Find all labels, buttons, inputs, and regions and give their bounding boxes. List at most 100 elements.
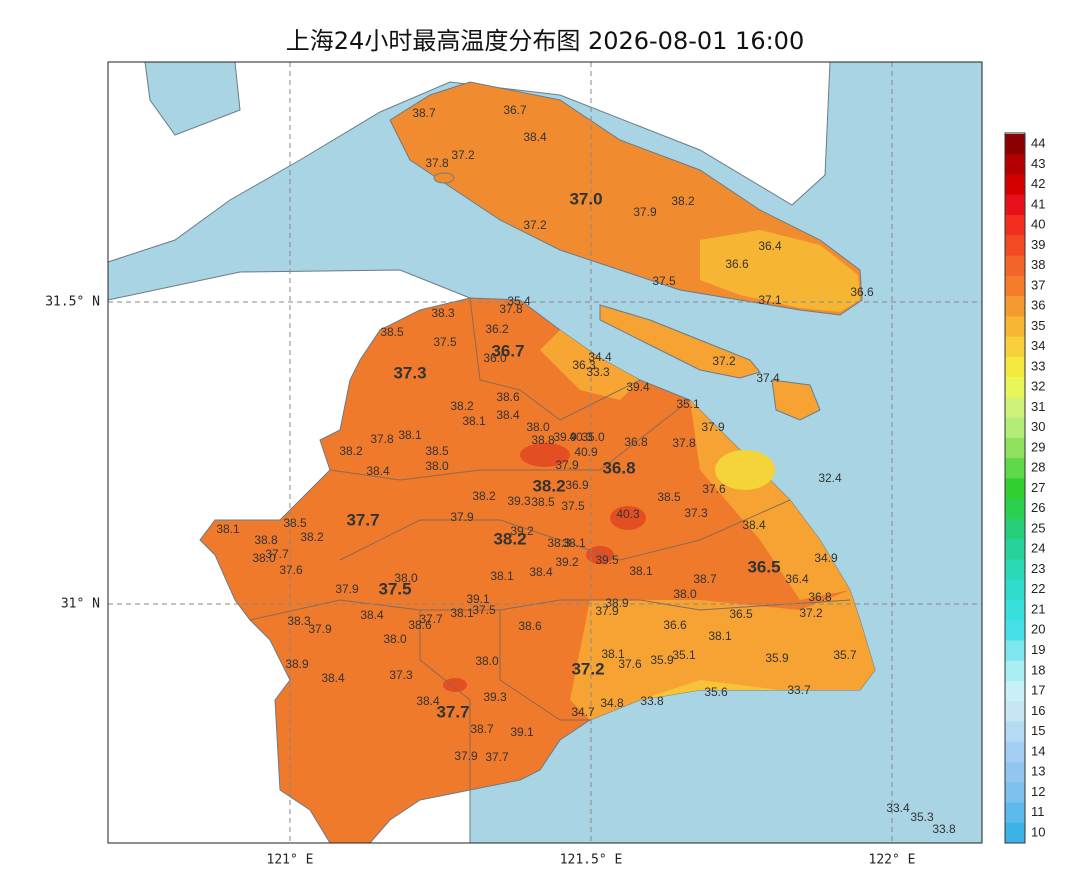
colorbar-cell: [1005, 680, 1025, 702]
colorbar-cell: [1005, 397, 1025, 419]
coast-zone: [640, 680, 780, 700]
station-value: 38.2: [671, 194, 695, 208]
labels: 38.7 36.738.437.237.837.938.237.236.436.6…: [216, 103, 956, 836]
district-border: [419, 610, 471, 790]
lat-label: 31° N: [61, 597, 100, 612]
station-value: 39.3: [507, 494, 531, 508]
station-value: 36.2: [485, 322, 509, 336]
station-value: 38.7: [693, 572, 717, 586]
colorbar-label: 15: [1031, 723, 1045, 738]
station-value: 38.1: [601, 647, 625, 661]
colorbar-label: 24: [1031, 541, 1045, 556]
station-value: 37.7: [485, 750, 509, 764]
colorbar-label: 19: [1031, 642, 1045, 657]
cool-patch: [715, 450, 775, 490]
colorbar-cell: [1005, 822, 1025, 844]
colorbar-label: 28: [1031, 460, 1045, 475]
station-value: 37.7: [419, 612, 443, 626]
colorbar-label: 34: [1031, 338, 1045, 353]
colorbar-cell: [1005, 296, 1025, 317]
colorbar-cell: [1005, 701, 1025, 722]
hengsha-island: [771, 379, 821, 421]
station-value: 37.9: [595, 604, 619, 618]
station-value: 38.2: [472, 489, 496, 503]
colorbar-cell: [1005, 437, 1025, 459]
station-value: 32.4: [818, 471, 842, 485]
station-value: 35.6: [704, 685, 728, 699]
colorbar-cell: [1005, 518, 1025, 540]
station-value: 37.9: [335, 582, 359, 596]
station-value: 37.7: [265, 547, 289, 561]
colorbar-label: 38: [1031, 257, 1045, 272]
station-value: 38.4: [366, 464, 390, 478]
colorbar-cell: [1005, 235, 1025, 257]
colorbar-cell: [1005, 356, 1025, 378]
station-value: 37.8: [370, 432, 394, 446]
station-value: 36.6: [663, 618, 687, 632]
station-value: 38.4: [742, 518, 766, 532]
map-title: 上海24小时最高温度分布图 2026-08-01 16:00: [286, 27, 804, 55]
station-value: 38.1: [450, 606, 474, 620]
station-value: 38.1: [629, 564, 653, 578]
colorbar-label: 21: [1031, 601, 1045, 616]
station-value: 38.4: [496, 408, 520, 422]
station-value: 39.5: [595, 553, 619, 567]
colorbar-label: 42: [1031, 176, 1045, 191]
station-value: 38.5: [380, 325, 404, 339]
station-value: 37.8: [425, 156, 449, 170]
district-value: 37.2: [571, 659, 604, 678]
colorbar-label: 26: [1031, 500, 1045, 515]
station-value: 38.4: [523, 130, 547, 144]
colorbar-cell: [1005, 316, 1025, 338]
station-value: 36.5: [729, 607, 753, 621]
colorbar-label: 36: [1031, 298, 1045, 313]
station-value: 39.1: [510, 725, 534, 739]
station-value: 37.9: [555, 458, 579, 472]
station-value: 34.8: [600, 696, 624, 710]
station-value: 38.1: [398, 428, 422, 442]
colorbar-cell: [1005, 174, 1025, 196]
station-value: 38.5: [531, 495, 555, 509]
station-value: 38.6: [518, 619, 542, 633]
colorbar-label: 16: [1031, 703, 1045, 718]
station-value: 34.4: [588, 350, 612, 364]
district-value: 37.7: [436, 702, 469, 721]
colorbar-label: 43: [1031, 156, 1045, 171]
station-value: 37.8: [499, 302, 523, 316]
station-value: 38.3: [547, 536, 571, 550]
district-border: [499, 610, 590, 721]
colorbar: 44 43 42 41 40 39 38 37 36 35 34 33 32 31 30 29 28 27 26 25…: [1004, 132, 1045, 844]
station-value: 33.3: [586, 365, 610, 379]
station-value: 38.3: [431, 306, 455, 320]
station-value: 37.2: [523, 218, 547, 232]
station-value: 40.3: [616, 507, 640, 521]
station-value: 38.4: [416, 694, 440, 708]
station-value: 39.4: [626, 380, 650, 394]
station-value: 38.4: [360, 608, 384, 622]
district-value: 36.7: [491, 341, 524, 360]
colorbar-label: 35: [1031, 318, 1045, 333]
colorbar-label: 12: [1031, 784, 1045, 799]
colorbar-frame: [1004, 132, 1026, 844]
district-border: [249, 599, 851, 621]
station-value: 40.9: [574, 445, 598, 459]
station-value: 37.5: [472, 603, 496, 617]
colorbar-cell: [1005, 498, 1025, 520]
colorbar-label: 13: [1031, 764, 1045, 779]
station-value: 36.8: [624, 435, 648, 449]
colorbar-cell: [1005, 458, 1025, 479]
station-value: 33.4: [886, 801, 910, 815]
station-value: 37.2: [451, 148, 475, 162]
map-area: [107, 61, 983, 844]
colorbar-label: 32: [1031, 379, 1045, 394]
colorbar-cell: [1005, 539, 1025, 560]
colorbar-cell: [1005, 721, 1025, 743]
station-value: 33.7: [787, 683, 811, 697]
cool-patch: [700, 230, 860, 312]
station-value: 36.7: [503, 103, 527, 117]
islet: [433, 172, 455, 184]
station-value: 35.1: [672, 648, 696, 662]
station-value: 37.9: [701, 420, 725, 434]
station-value: 38.1: [562, 536, 586, 550]
station-value: 35.7: [833, 648, 857, 662]
